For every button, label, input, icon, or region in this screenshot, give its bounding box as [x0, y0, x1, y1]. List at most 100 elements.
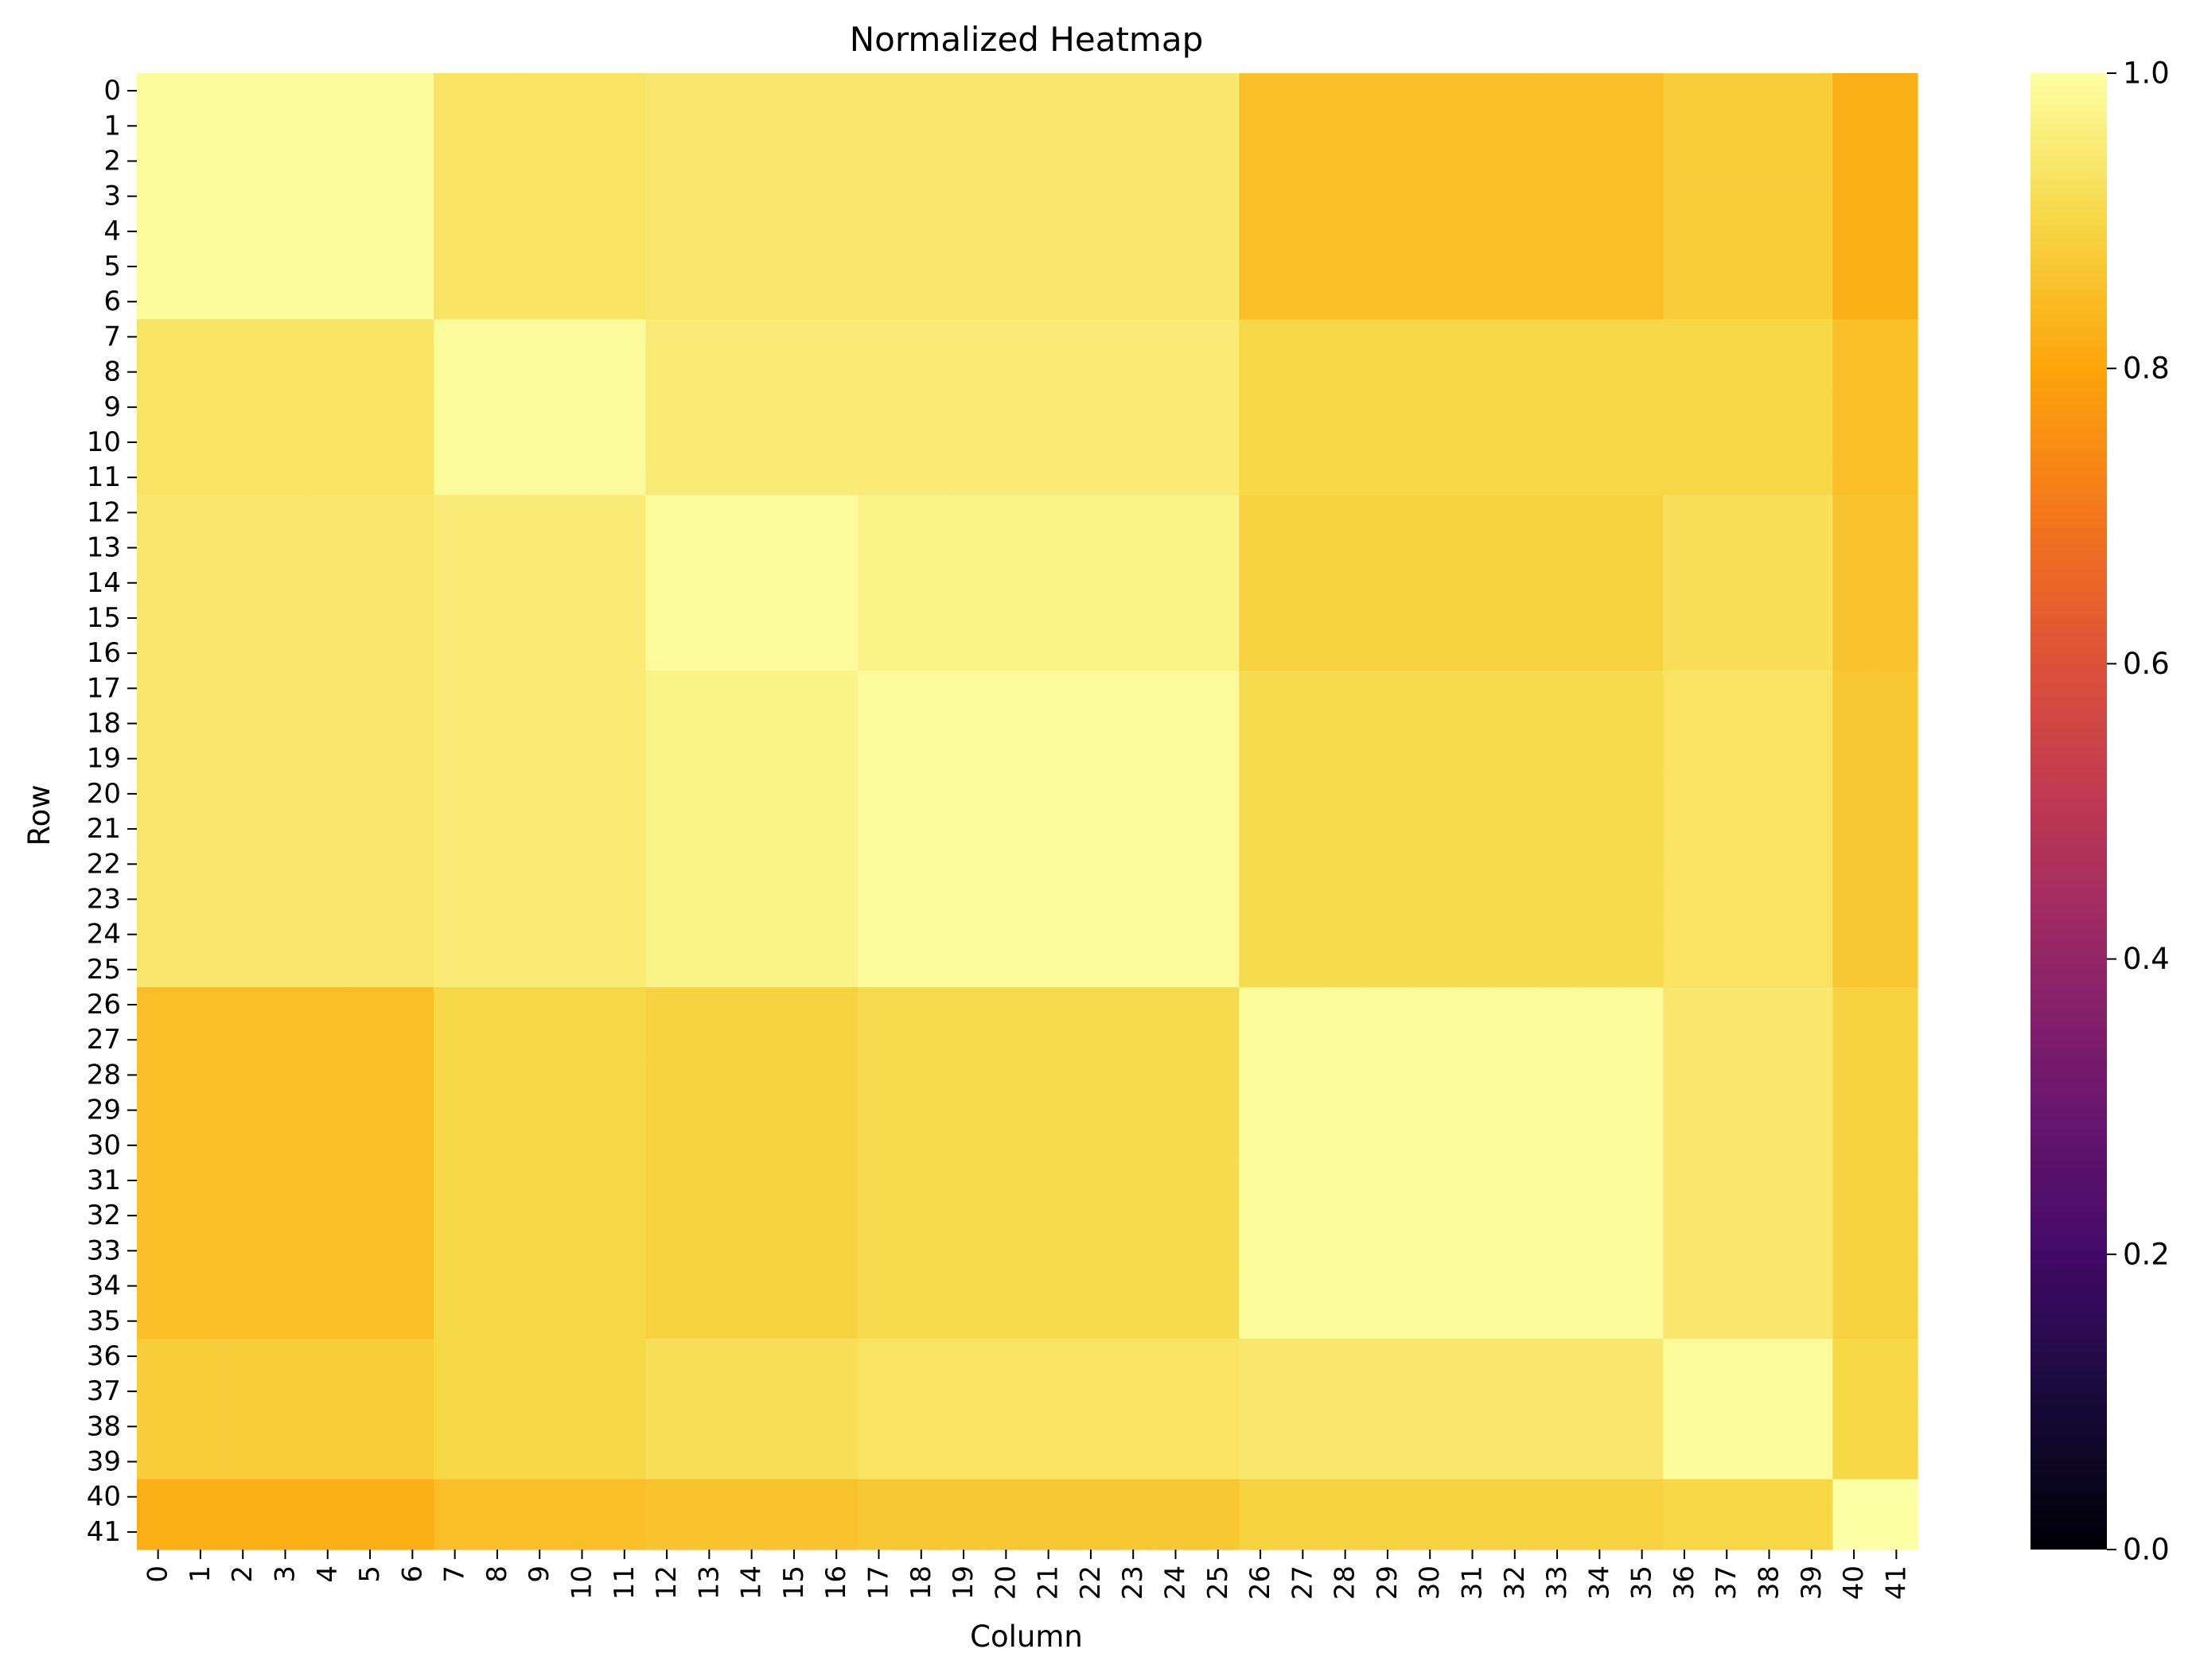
- heatmap-cell: [1832, 1268, 1876, 1305]
- heatmap-cell: [1450, 565, 1494, 601]
- heatmap-cell: [687, 1303, 731, 1340]
- heatmap-cell: [1027, 108, 1070, 144]
- heatmap-cell: [1705, 248, 1749, 285]
- y-tick-label: 0: [103, 75, 121, 107]
- heatmap-cell: [1790, 741, 1834, 777]
- heatmap-cell: [603, 1374, 647, 1410]
- heatmap-cell: [1239, 389, 1283, 426]
- heatmap-cell: [434, 1127, 477, 1164]
- heatmap-cell: [179, 530, 223, 566]
- heatmap-cell: [1366, 1444, 1410, 1480]
- heatmap-cell: [1832, 811, 1876, 847]
- heatmap-cell: [730, 1338, 773, 1375]
- heatmap-cell: [348, 248, 392, 285]
- heatmap-cell: [1197, 1409, 1240, 1445]
- heatmap-cell: [1832, 284, 1876, 320]
- heatmap-cell: [857, 1162, 901, 1199]
- heatmap-cell: [1621, 1268, 1664, 1305]
- heatmap-cell: [1408, 1409, 1452, 1445]
- heatmap-cell: [603, 354, 647, 391]
- heatmap-cell: [1366, 776, 1410, 812]
- heatmap-cell: [1281, 951, 1325, 988]
- heatmap-cell: [1747, 73, 1791, 109]
- heatmap-cell: [1705, 916, 1749, 953]
- heatmap-cell: [1832, 460, 1876, 496]
- heatmap-cell: [560, 1092, 604, 1129]
- heatmap-cell: [518, 108, 562, 144]
- heatmap-cell: [221, 916, 265, 953]
- heatmap-cell: [1239, 565, 1283, 601]
- heatmap-cell: [1239, 495, 1283, 531]
- heatmap-cell: [1281, 1127, 1325, 1164]
- heatmap-cell: [1197, 1233, 1240, 1270]
- x-tick-label: 39: [1796, 1565, 1828, 1600]
- heatmap-cell: [1536, 1162, 1579, 1199]
- heatmap-cell: [1154, 1057, 1197, 1094]
- heatmap-cell: [1747, 1092, 1791, 1129]
- heatmap-cell: [1578, 1338, 1622, 1375]
- heatmap-cell: [1069, 811, 1113, 847]
- heatmap-cell: [560, 319, 604, 356]
- heatmap-cell: [1705, 178, 1749, 215]
- heatmap-cell: [518, 319, 562, 356]
- heatmap-cell: [1027, 178, 1070, 215]
- heatmap-cell: [434, 1479, 477, 1515]
- heatmap-cell: [518, 671, 562, 707]
- heatmap-cell: [1790, 1057, 1834, 1094]
- heatmap-cell: [306, 108, 350, 144]
- heatmap-cell: [137, 741, 180, 777]
- heatmap-cell: [1875, 1338, 1918, 1375]
- heatmap-cell: [1069, 354, 1113, 391]
- heatmap-cell: [179, 389, 223, 426]
- heatmap-cell: [645, 1057, 689, 1094]
- heatmap-cell: [306, 495, 350, 531]
- heatmap-cell: [942, 811, 986, 847]
- colorbar-tick-label: 0.8: [2123, 352, 2170, 386]
- heatmap-cell: [391, 143, 434, 180]
- heatmap-cell: [815, 213, 859, 250]
- heatmap-cell: [984, 916, 1028, 953]
- heatmap-cell: [603, 143, 647, 180]
- heatmap-cell: [221, 1514, 265, 1550]
- heatmap-cell: [645, 354, 689, 391]
- x-tick-label: 27: [1287, 1565, 1318, 1600]
- heatmap-cell: [1112, 671, 1155, 707]
- heatmap-cell: [1536, 1374, 1579, 1410]
- heatmap-cell: [1747, 1022, 1791, 1058]
- x-tick-label: 38: [1754, 1565, 1785, 1600]
- heatmap-cell: [1621, 319, 1664, 356]
- heatmap-cell: [1069, 1479, 1113, 1515]
- heatmap-cell: [1408, 565, 1452, 601]
- heatmap-cell: [1747, 284, 1791, 320]
- heatmap-cell: [1324, 108, 1367, 144]
- heatmap-cell: [348, 636, 392, 671]
- heatmap-cell: [815, 284, 859, 320]
- x-tick-label: 35: [1626, 1565, 1658, 1600]
- heatmap-cell: [1197, 1444, 1240, 1480]
- heatmap-cell: [1578, 776, 1622, 812]
- heatmap-cell: [221, 108, 265, 144]
- heatmap-cell: [645, 1514, 689, 1550]
- heatmap-cell: [1790, 565, 1834, 601]
- heatmap-cell: [942, 776, 986, 812]
- heatmap-cell: [900, 1338, 944, 1375]
- heatmap-cell: [434, 1374, 477, 1410]
- heatmap-cell: [1154, 1198, 1197, 1234]
- heatmap-cell: [1790, 1479, 1834, 1515]
- heatmap-cell: [1493, 284, 1537, 320]
- heatmap-cell: [1875, 636, 1918, 671]
- heatmap-cell: [1324, 776, 1367, 812]
- heatmap-cell: [857, 108, 901, 144]
- heatmap-cell: [1493, 1127, 1537, 1164]
- heatmap-cell: [1578, 1092, 1622, 1129]
- heatmap-cell: [1536, 73, 1579, 109]
- heatmap-cell: [1747, 916, 1791, 953]
- heatmap-cell: [1027, 354, 1070, 391]
- heatmap-cell: [1705, 776, 1749, 812]
- heatmap-cell: [1621, 530, 1664, 566]
- heatmap-cell: [1239, 671, 1283, 707]
- heatmap-cell: [1154, 319, 1197, 356]
- heatmap-cell: [221, 846, 265, 882]
- heatmap-cell: [1069, 424, 1113, 461]
- heatmap-cell: [1197, 460, 1240, 496]
